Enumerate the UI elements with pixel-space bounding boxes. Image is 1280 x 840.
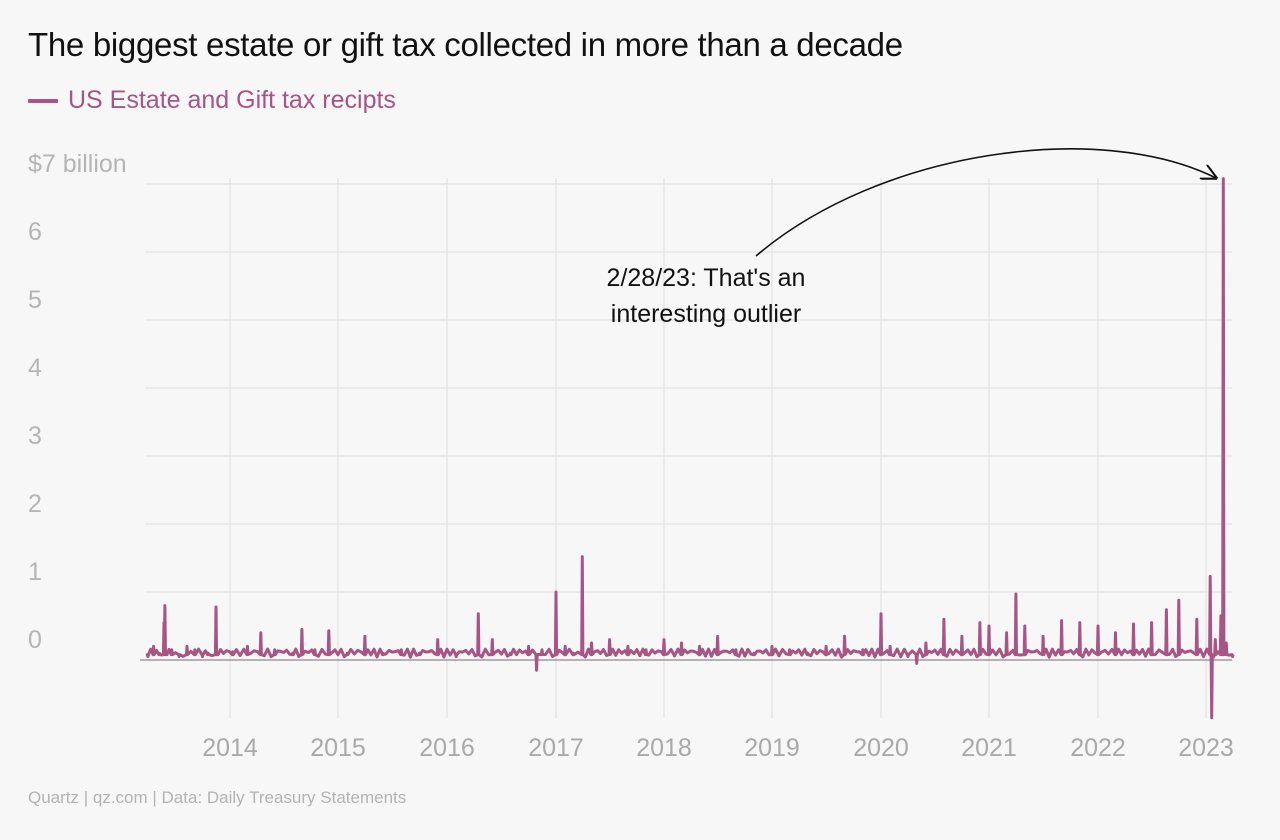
y-tick-label: 4 (28, 354, 42, 382)
chart-title: The biggest estate or gift tax collected… (28, 26, 903, 63)
source-note: Quartz | qz.com | Data: Daily Treasury S… (28, 788, 407, 807)
y-tick-label: 6 (28, 218, 42, 246)
y-tick-label: 0 (28, 626, 42, 654)
y-tick-label: 1 (28, 558, 42, 586)
y-tick-label: 2 (28, 490, 42, 518)
annotation-text-line2: interesting outlier (611, 300, 801, 328)
x-tick-label: 2015 (310, 734, 366, 762)
x-tick-label: 2023 (1178, 734, 1234, 762)
x-tick-label: 2019 (744, 734, 800, 762)
annotation-text-line1: 2/28/23: That's an (607, 264, 806, 292)
y-tick-label: $7 billion (28, 150, 127, 178)
x-tick-label: 2018 (636, 734, 692, 762)
x-tick-label: 2022 (1070, 734, 1126, 762)
x-tick-label: 2020 (853, 734, 909, 762)
series-line (145, 177, 1235, 720)
legend: US Estate and Gift tax recipts (28, 86, 396, 115)
legend-label: US Estate and Gift tax recipts (68, 86, 396, 114)
legend-swatch (28, 98, 58, 103)
x-tick-label: 2016 (419, 734, 475, 762)
x-tick-label: 2014 (202, 734, 258, 762)
x-tick-label: 2021 (961, 734, 1017, 762)
y-tick-label: 3 (28, 422, 42, 450)
annotation-arrow (755, 148, 1216, 257)
x-tick-label: 2017 (528, 734, 584, 762)
y-tick-label: 5 (28, 286, 42, 314)
